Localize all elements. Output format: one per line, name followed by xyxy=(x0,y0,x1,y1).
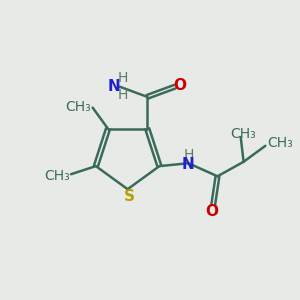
Text: CH₃: CH₃ xyxy=(267,136,292,150)
Text: H: H xyxy=(118,88,128,102)
Text: H: H xyxy=(183,148,194,162)
Text: CH₃: CH₃ xyxy=(65,100,91,114)
Text: N: N xyxy=(182,157,195,172)
Text: S: S xyxy=(124,189,135,204)
Text: CH₃: CH₃ xyxy=(230,127,256,141)
Text: O: O xyxy=(174,78,187,93)
Text: N: N xyxy=(108,79,121,94)
Text: CH₃: CH₃ xyxy=(44,169,70,183)
Text: H: H xyxy=(118,71,128,85)
Text: O: O xyxy=(205,204,218,219)
